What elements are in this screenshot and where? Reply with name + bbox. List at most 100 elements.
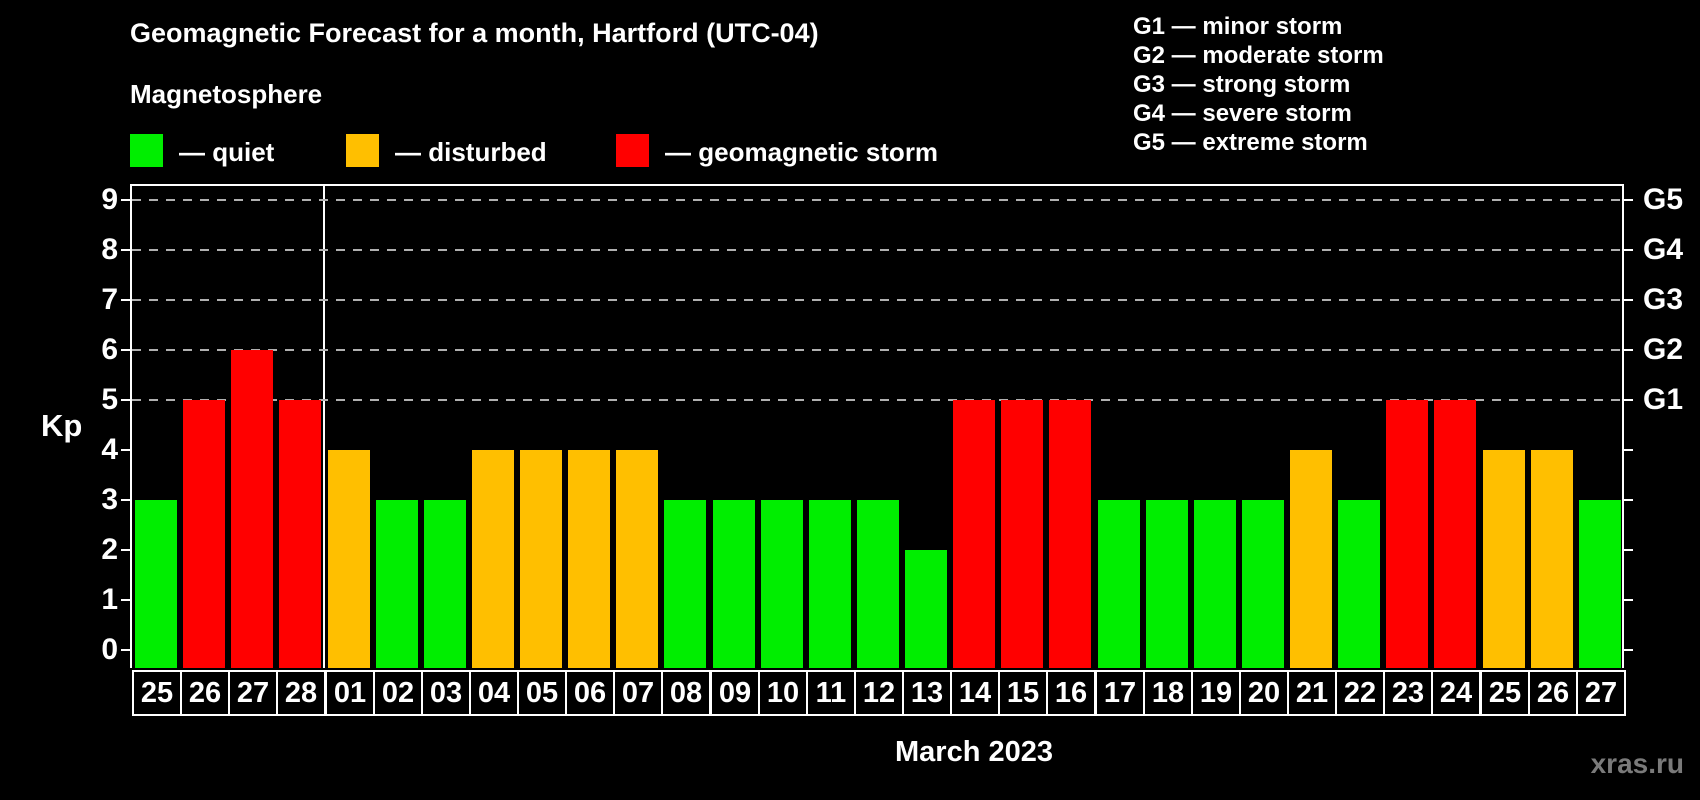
- kp-bar-15: [1001, 400, 1043, 668]
- date-label-mar-24: 24: [1431, 670, 1481, 716]
- date-label-mar-17: 17: [1095, 670, 1145, 716]
- date-label-feb-27: 27: [228, 670, 278, 716]
- right-tick-kp2: [1624, 549, 1633, 551]
- right-tick-kp5: [1624, 399, 1633, 401]
- date-label-mar-08: 08: [661, 670, 711, 716]
- kp-bar-28: [279, 400, 321, 668]
- g-legend-line-g1: G1 — minor storm: [1133, 13, 1343, 40]
- kp-bar-09: [713, 500, 755, 668]
- g-legend-line-g3: G3 — strong storm: [1133, 71, 1351, 98]
- kp-bar-08: [664, 500, 706, 668]
- g-legend-line-g2: G2 — moderate storm: [1133, 42, 1384, 69]
- y-tick-label-5: 5: [101, 383, 118, 416]
- left-tick-kp4: [121, 449, 130, 451]
- y-tick-label-8: 8: [101, 233, 118, 266]
- date-label-mar-06: 06: [565, 670, 615, 716]
- y-tick-label-1: 1: [101, 583, 118, 616]
- kp-bar-11: [809, 500, 851, 668]
- kp-bar-23: [1386, 400, 1428, 668]
- date-label-feb-25: 25: [132, 670, 182, 716]
- right-tick-kp1: [1624, 599, 1633, 601]
- legend-swatch-storm: [616, 134, 649, 167]
- date-label-mar-21: 21: [1287, 670, 1337, 716]
- kp-bar-13: [905, 550, 947, 668]
- kp-bar-02: [376, 500, 418, 668]
- kp-bar-26: [1531, 450, 1573, 668]
- right-tick-kp3: [1624, 499, 1633, 501]
- date-label-mar-13: 13: [902, 670, 952, 716]
- date-label-mar-10: 10: [758, 670, 808, 716]
- g-tick-label-g4: G4: [1643, 233, 1684, 266]
- left-tick-kp6: [121, 349, 130, 351]
- kp-bar-25: [135, 500, 177, 668]
- left-tick-kp3: [121, 499, 130, 501]
- kp-bar-04: [472, 450, 514, 668]
- legend-label-disturbed: — disturbed: [395, 137, 547, 167]
- g-tick-label-g5: G5: [1643, 183, 1684, 216]
- forecast-divider-line: [323, 184, 325, 668]
- y-tick-label-3: 3: [101, 483, 118, 516]
- date-label-mar-23: 23: [1383, 670, 1433, 716]
- date-label-mar-02: 02: [373, 670, 423, 716]
- legend-swatch-quiet: [130, 134, 163, 167]
- kp-bar-14: [953, 400, 995, 668]
- kp-bar-22: [1338, 500, 1380, 668]
- kp-bar-21: [1290, 450, 1332, 668]
- date-label-mar-01: 01: [325, 670, 375, 716]
- kp-bar-17: [1098, 500, 1140, 668]
- kp-bar-10: [761, 500, 803, 668]
- kp-bar-01: [328, 450, 370, 668]
- date-label-mar-05: 05: [517, 670, 567, 716]
- g-tick-label-g3: G3: [1643, 283, 1684, 316]
- g-legend-line-g4: G4 — severe storm: [1133, 100, 1352, 127]
- date-label-mar-12: 12: [854, 670, 904, 716]
- gridline-kp8: [132, 249, 1624, 251]
- date-label-mar-11: 11: [806, 670, 856, 716]
- kp-bar-07: [616, 450, 658, 668]
- y-tick-label-7: 7: [101, 283, 118, 316]
- gridline-kp6: [132, 349, 1624, 351]
- date-label-mar-09: 09: [710, 670, 760, 716]
- y-tick-label-4: 4: [101, 433, 118, 466]
- date-label-mar-14: 14: [950, 670, 1000, 716]
- date-label-mar-27: 27: [1576, 670, 1626, 716]
- left-tick-kp2: [121, 549, 130, 551]
- right-tick-kp9: [1624, 199, 1633, 201]
- g-scale-legend: G1 — minor storm G2 — moderate storm G3 …: [1133, 12, 1384, 157]
- g-tick-label-g1: G1: [1643, 383, 1684, 416]
- left-tick-kp9: [121, 199, 130, 201]
- right-tick-kp0: [1624, 649, 1633, 651]
- gridline-kp5: [132, 399, 1624, 401]
- gridline-kp7: [132, 299, 1624, 301]
- kp-bar-25: [1483, 450, 1525, 668]
- y-tick-label-2: 2: [101, 533, 118, 566]
- date-label-mar-07: 07: [613, 670, 663, 716]
- kp-bar-12: [857, 500, 899, 668]
- date-label-mar-26: 26: [1528, 670, 1578, 716]
- watermark: xras.ru: [1590, 748, 1684, 779]
- date-label-feb-28: 28: [276, 670, 326, 716]
- kp-bar-20: [1242, 500, 1284, 668]
- plot-area: [130, 184, 1624, 668]
- left-tick-kp8: [121, 249, 130, 251]
- date-label-mar-25: 25: [1480, 670, 1530, 716]
- y-tick-label-0: 0: [101, 633, 118, 666]
- kp-bar-19: [1194, 500, 1236, 668]
- legend-label-quiet: — quiet: [179, 137, 275, 167]
- right-tick-kp4: [1624, 449, 1633, 451]
- right-tick-kp8: [1624, 249, 1633, 251]
- left-tick-kp1: [121, 599, 130, 601]
- kp-bar-27: [231, 350, 273, 668]
- kp-bar-05: [520, 450, 562, 668]
- kp-bar-27: [1579, 500, 1621, 668]
- date-label-mar-04: 04: [469, 670, 519, 716]
- y-tick-label-6: 6: [101, 333, 118, 366]
- legend-swatch-disturbed: [346, 134, 379, 167]
- gridline-kp9: [132, 199, 1624, 201]
- x-axis-title: March 2023: [895, 736, 1053, 768]
- kp-bar-18: [1146, 500, 1188, 668]
- date-label-mar-18: 18: [1143, 670, 1193, 716]
- date-label-mar-20: 20: [1239, 670, 1289, 716]
- kp-bar-03: [424, 500, 466, 668]
